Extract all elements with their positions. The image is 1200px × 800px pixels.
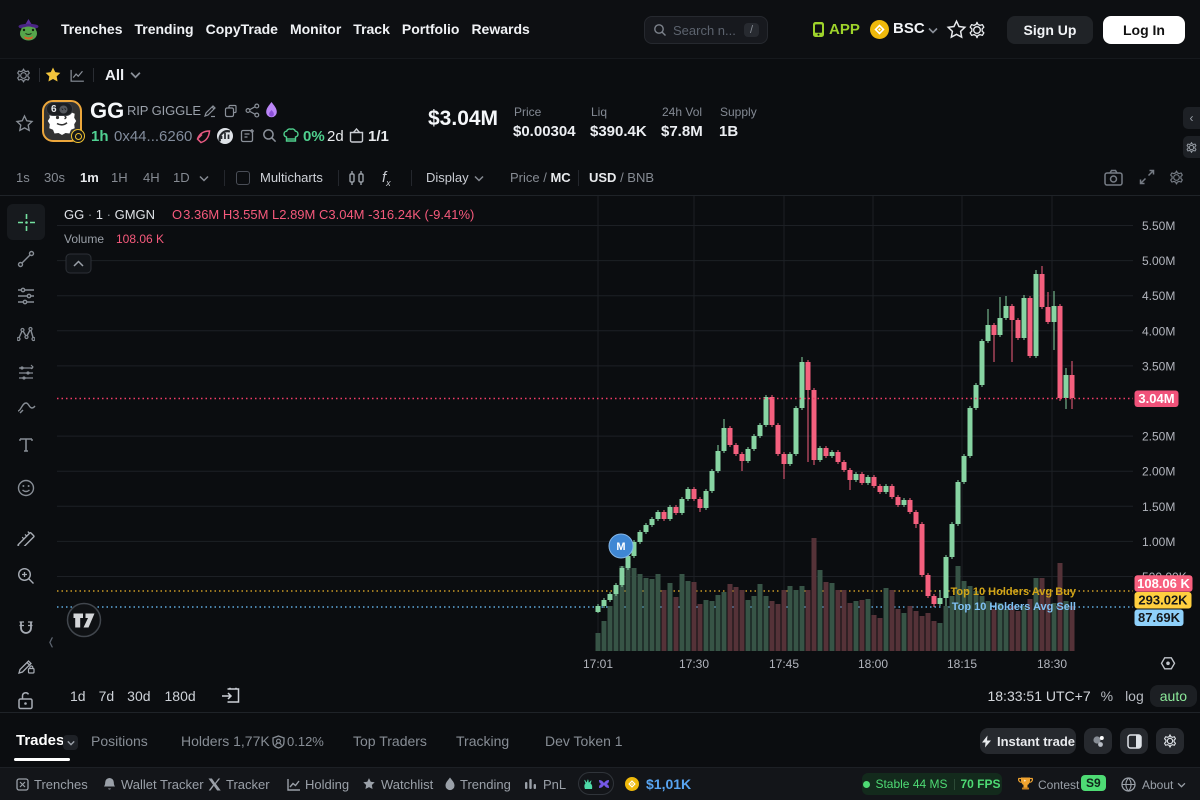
svg-text:4.00M: 4.00M: [1142, 324, 1175, 338]
svg-text:3.04M: 3.04M: [1138, 391, 1174, 406]
svg-text:18:30: 18:30: [1037, 657, 1067, 671]
svg-text:87.69K: 87.69K: [1138, 610, 1181, 625]
svg-text:18:15: 18:15: [947, 657, 977, 671]
svg-text:4.50M: 4.50M: [1142, 289, 1175, 303]
svg-text:GG · 1 · GMGN: GG · 1 · GMGN: [64, 207, 155, 222]
svg-text:17:30: 17:30: [679, 657, 709, 671]
svg-text:3.50M: 3.50M: [1142, 359, 1175, 373]
svg-text:108.06 K: 108.06 K: [116, 232, 164, 246]
svg-text:5.00M: 5.00M: [1142, 254, 1175, 268]
svg-text:2.00M: 2.00M: [1142, 465, 1175, 479]
svg-text:O3.36M H3.55M L2.89M C3.04M: O3.36M H3.55M L2.89M C3.04M -316.24K (-9…: [172, 207, 474, 222]
svg-text:Volume: Volume: [64, 232, 104, 246]
svg-text:17:01: 17:01: [583, 657, 613, 671]
svg-text:Top 10 Holders Avg Buy: Top 10 Holders Avg Buy: [950, 586, 1076, 598]
svg-text:Top 10 Holders Avg Sell: Top 10 Holders Avg Sell: [952, 601, 1076, 613]
svg-text:1.00M: 1.00M: [1142, 535, 1175, 549]
svg-text:M: M: [616, 541, 625, 553]
svg-text:5.50M: 5.50M: [1142, 219, 1175, 233]
svg-text:18:00: 18:00: [858, 657, 888, 671]
svg-text:1.50M: 1.50M: [1142, 500, 1175, 514]
svg-text:108.06 K: 108.06 K: [1137, 576, 1190, 591]
svg-text:293.02K: 293.02K: [1138, 593, 1188, 608]
svg-text:2.50M: 2.50M: [1142, 430, 1175, 444]
svg-text:17:45: 17:45: [769, 657, 799, 671]
